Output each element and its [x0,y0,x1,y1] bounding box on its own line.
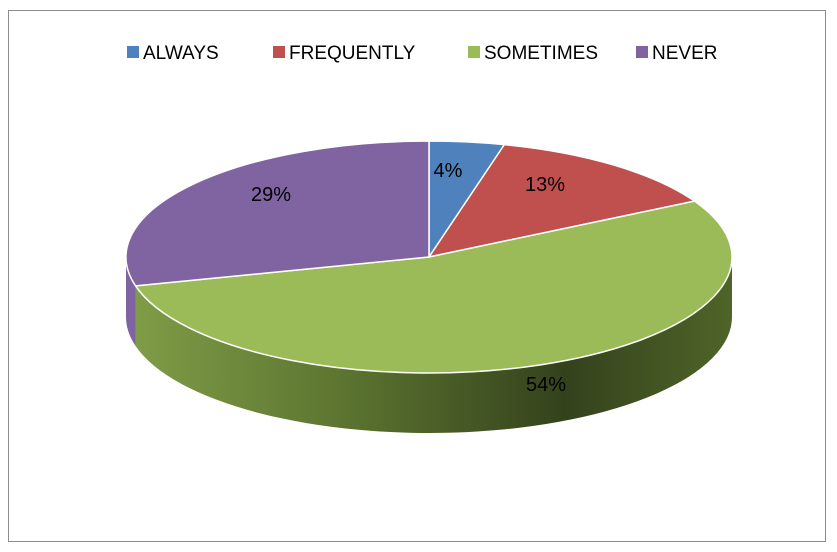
data-label-frequently: 13% [525,174,565,196]
legend-label-always: ALWAYS [143,43,219,64]
data-label-never: 29% [251,184,291,206]
legend-label-sometimes: SOMETIMES [484,43,598,64]
pie-slice-sometimes [134,200,733,374]
pie-data-labels: 4% 13% 54% 29% [251,160,566,396]
pie-side-sometimes [135,257,733,433]
legend-label-frequently: FREQUENTLY [289,43,416,64]
pie-top-faces [125,140,733,374]
pie-slice-frequently [428,143,696,258]
chart-legend: ALWAYS FREQUENTLY SOMETIMES NEVER [127,43,717,64]
pie-side-never [126,257,136,346]
legend-swatch-always [127,46,139,58]
data-label-always: 4% [434,160,463,182]
data-label-sometimes: 54% [526,374,566,396]
legend-swatch-never [636,46,648,58]
pie-slice-never [125,140,430,287]
legend-swatch-sometimes [468,46,480,58]
legend-label-never: NEVER [652,43,717,64]
legend-swatch-frequently [273,46,285,58]
pie-side-walls [126,257,733,433]
